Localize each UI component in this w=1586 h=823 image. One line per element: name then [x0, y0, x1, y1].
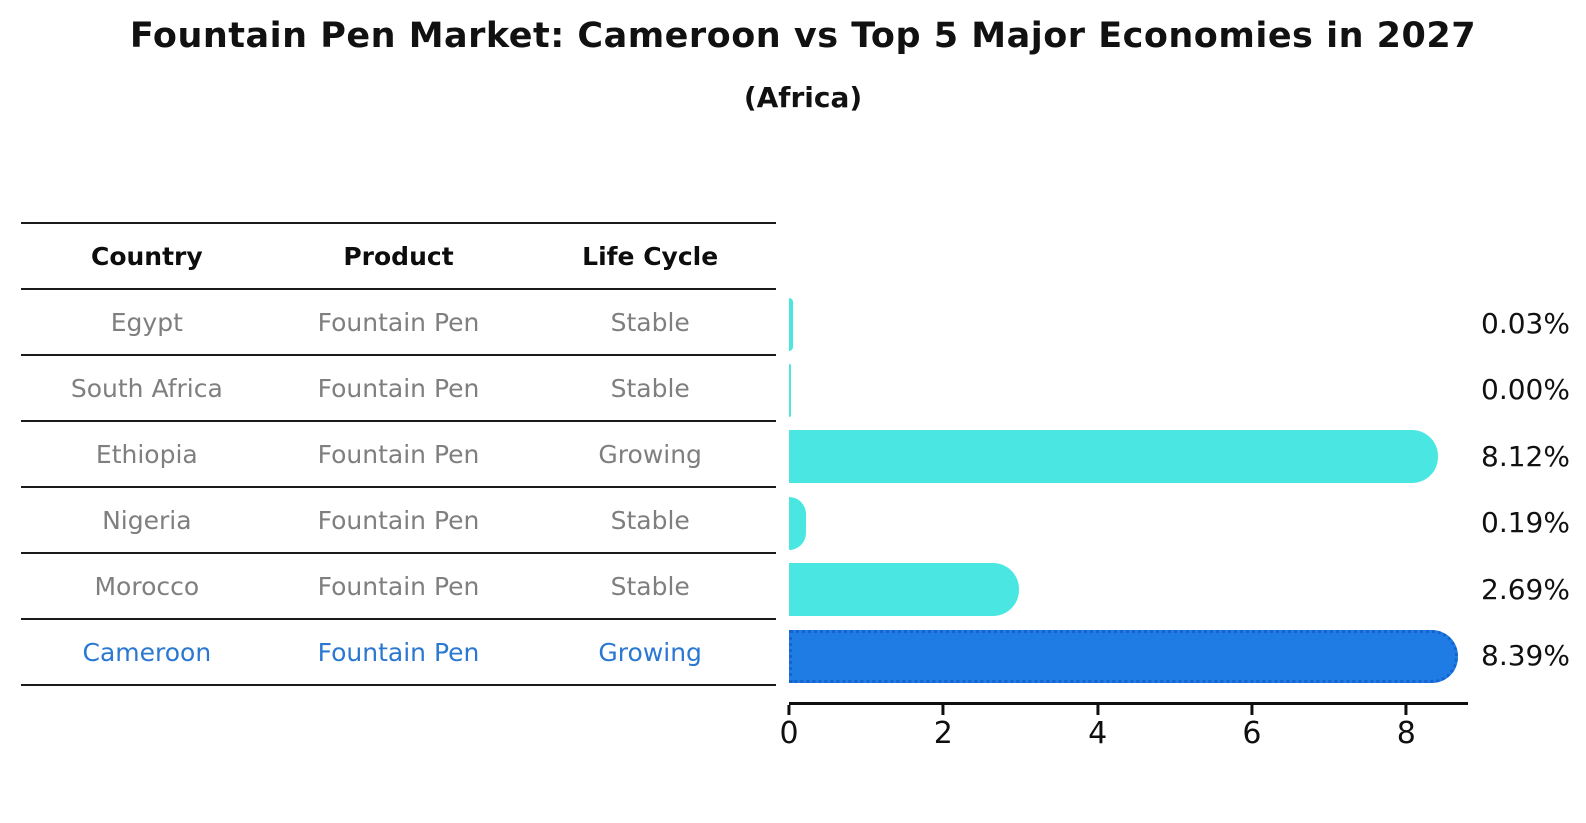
- table-cell-product: Fountain Pen: [317, 637, 480, 667]
- bar[interactable]: [789, 364, 791, 418]
- table-row: South Africa Fountain Pen Stable: [21, 356, 776, 422]
- value-label: 2.69%: [1481, 572, 1570, 606]
- bar-row: [789, 357, 1468, 423]
- column-header-country: Country: [90, 241, 203, 271]
- x-axis-line: [789, 702, 1468, 705]
- tick-mark: [941, 705, 945, 715]
- value-label: 0.03%: [1481, 307, 1570, 340]
- tick-mark: [1096, 705, 1100, 715]
- table-cell-lifecycle: Stable: [610, 307, 690, 337]
- x-axis-tick: 4: [1088, 705, 1107, 749]
- table-cell-lifecycle: Growing: [598, 439, 702, 469]
- column-header-product: Product: [343, 241, 454, 271]
- column-header-lifecycle: Life Cycle: [582, 241, 719, 271]
- table-cell-country: Morocco: [94, 571, 200, 601]
- table-cell-lifecycle: Growing: [598, 637, 702, 667]
- bar[interactable]: [789, 297, 794, 351]
- data-table: Country Product Life Cycle Egypt Fountai…: [21, 222, 776, 686]
- bar[interactable]: [789, 563, 1019, 617]
- table-cell-country: South Africa: [70, 373, 223, 403]
- table-cell-lifecycle: Stable: [610, 505, 690, 535]
- bar[interactable]: [789, 430, 1438, 484]
- table-cell-country: Egypt: [110, 307, 183, 337]
- table-row: Nigeria Fountain Pen Stable: [21, 488, 776, 554]
- x-axis-tick: 0: [779, 705, 799, 751]
- table-cell-product: Fountain Pen: [317, 439, 480, 469]
- x-axis-tick: 2: [934, 705, 953, 749]
- x-axis-tick: 8: [1397, 705, 1416, 749]
- table-row: Cameroon Fountain Pen Growing: [21, 620, 776, 686]
- value-label: 0.19%: [1481, 506, 1570, 540]
- bar-row: [789, 557, 1468, 623]
- table-cell-lifecycle: Stable: [610, 373, 690, 403]
- bar[interactable]: [789, 629, 1459, 683]
- tick-label: 4: [1088, 716, 1108, 751]
- value-labels: 0.03% 0.00% 8.12% 0.19% 2.69% 8.39%: [1481, 291, 1581, 689]
- table-row: Ethiopia Fountain Pen Growing: [21, 422, 776, 488]
- value-label: 0.00%: [1481, 373, 1570, 407]
- table-header-row: Country Product Life Cycle: [21, 224, 776, 290]
- table-cell-country: Nigeria: [102, 505, 192, 535]
- bar[interactable]: [789, 496, 806, 550]
- tick-mark: [1404, 705, 1408, 715]
- value-label: 8.39%: [1481, 638, 1570, 672]
- table-cell-product: Fountain Pen: [317, 505, 480, 535]
- x-axis-tick: 6: [1242, 705, 1262, 751]
- bar-plot-area: [789, 291, 1468, 690]
- x-axis: 0 2 4 6 8: [779, 705, 1468, 775]
- chart-subtitle: (Africa): [743, 81, 863, 114]
- table-row: Egypt Fountain Pen Stable: [21, 290, 776, 356]
- tick-label: 8: [1396, 716, 1416, 751]
- bar-row: [789, 424, 1468, 490]
- tick-label: 0: [779, 716, 799, 751]
- table-cell-product: Fountain Pen: [317, 373, 480, 403]
- table-cell-product: Fountain Pen: [317, 307, 480, 337]
- table-cell-product: Fountain Pen: [317, 571, 480, 601]
- tick-label: 6: [1242, 716, 1262, 751]
- chart-title: Fountain Pen Market: Cameroon vs Top 5 M…: [129, 16, 1477, 56]
- table-cell-country: Ethiopia: [95, 439, 198, 469]
- table-cell-country: Cameroon: [82, 637, 212, 667]
- value-label: 8.12%: [1481, 439, 1570, 473]
- tick-mark: [787, 705, 791, 715]
- table-cell-lifecycle: Stable: [610, 571, 690, 601]
- bar-row: [789, 291, 1468, 357]
- bar-row: [789, 623, 1468, 689]
- bar-row: [789, 490, 1468, 556]
- tick-mark: [1250, 705, 1254, 715]
- tick-label: 2: [933, 716, 953, 751]
- table-row: Morocco Fountain Pen Stable: [21, 554, 776, 620]
